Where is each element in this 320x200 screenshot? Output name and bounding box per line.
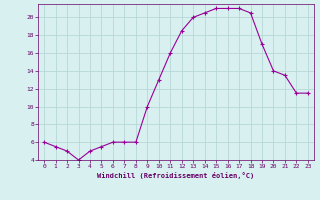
X-axis label: Windchill (Refroidissement éolien,°C): Windchill (Refroidissement éolien,°C) (97, 172, 255, 179)
